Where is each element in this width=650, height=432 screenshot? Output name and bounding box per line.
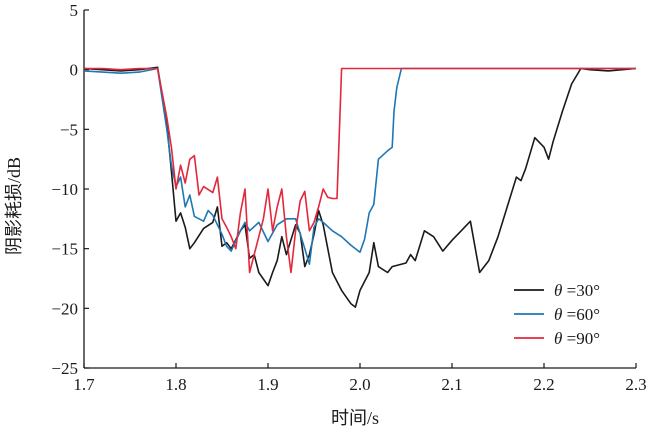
legend-label-1: θ =30° [554, 281, 600, 300]
y-tick-label: 5 [70, 1, 79, 20]
legend-theta-symbol: θ [554, 329, 562, 348]
y-tick-label: 0 [70, 61, 79, 80]
legend: θ =30°θ =60°θ =90° [514, 281, 600, 348]
y-tick-label: −20 [51, 299, 78, 318]
y-axis: 5 0 −5 −10 −15 −20 −25 [51, 1, 89, 378]
x-tick-label: 2.2 [533, 375, 554, 394]
x-tick-label: 1.7 [73, 375, 95, 394]
y-tick-label: −15 [51, 240, 78, 259]
legend-label-3: θ =90° [554, 329, 600, 348]
x-tick-label: 2.0 [349, 375, 370, 394]
legend-theta-symbol: θ [554, 305, 562, 324]
legend-angle-value: =60° [562, 305, 600, 324]
series-line-1 [83, 66, 637, 308]
x-tick-label: 1.9 [257, 375, 278, 394]
x-axis-title: 时间/s [331, 408, 379, 428]
y-tick-label: −10 [51, 180, 78, 199]
x-tick-label: 1.8 [165, 375, 186, 394]
legend-label-2: θ =60° [554, 305, 600, 324]
legend-theta-symbol: θ [554, 281, 562, 300]
series-layer [83, 66, 637, 308]
y-tick-label: −5 [60, 120, 78, 139]
x-tick-label: 2.3 [625, 375, 646, 394]
y-axis-title: 阴影耗损/dB [4, 157, 24, 255]
x-axis: 1.7 1.8 1.9 2.0 2.1 2.2 2.3 [73, 363, 647, 394]
x-tick-label: 2.1 [441, 375, 462, 394]
series-line-2 [83, 67, 636, 265]
y-tick-label: −25 [51, 359, 78, 378]
legend-angle-value: =90° [562, 329, 600, 348]
series-line-3 [84, 67, 636, 274]
legend-angle-value: =30° [562, 281, 600, 300]
